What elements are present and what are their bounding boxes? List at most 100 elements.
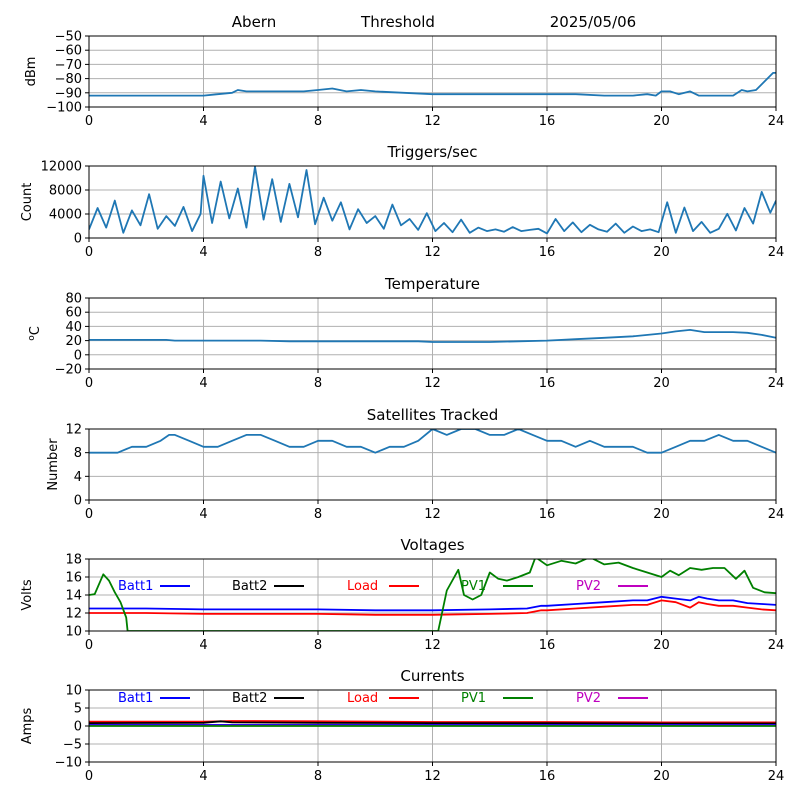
legend-label: Batt2: [232, 691, 267, 706]
header-station: Abern: [232, 13, 276, 31]
y-tick-label: 8000: [49, 184, 82, 199]
x-tick-label: 20: [653, 507, 670, 522]
x-tick-label: 16: [539, 245, 556, 260]
x-tick-label: 24: [768, 638, 785, 653]
series-line-batt1: [89, 595, 776, 612]
x-tick-label: 12: [424, 114, 441, 129]
y-axis-label: dBm: [24, 57, 39, 87]
y-tick-label: 0: [74, 348, 82, 363]
x-tick-label: 12: [424, 245, 441, 260]
x-tick-label: 4: [199, 114, 207, 129]
y-tick-label: −100: [46, 101, 82, 116]
legend-label: Batt1: [118, 691, 153, 706]
y-axis-label-unit: C: [28, 326, 43, 335]
legend-label: Batt1: [118, 579, 153, 594]
y-axis-label: Volts: [20, 579, 35, 611]
x-tick-label: 12: [424, 638, 441, 653]
panel-title: Currents: [400, 667, 464, 685]
y-tick-label: −5: [63, 738, 82, 753]
x-tick-label: 4: [199, 769, 207, 784]
x-tick-label: 0: [85, 376, 93, 391]
x-tick-label: 16: [539, 638, 556, 653]
x-tick-label: 12: [424, 507, 441, 522]
y-axis-label: Amps: [20, 707, 35, 744]
y-tick-label: 18: [65, 553, 82, 568]
y-tick-label: 12: [65, 423, 82, 438]
x-tick-label: 8: [314, 507, 322, 522]
x-tick-label: 20: [653, 638, 670, 653]
series-line-data: [89, 429, 776, 454]
legend-label: PV1: [461, 579, 486, 594]
y-tick-label: −80: [55, 72, 82, 87]
y-tick-label: 10: [65, 625, 82, 640]
y-axis-label-degree: o: [27, 335, 37, 341]
x-tick-label: 16: [539, 376, 556, 391]
x-tick-label: 24: [768, 769, 785, 784]
y-tick-label: 14: [65, 589, 82, 604]
y-tick-label: 8: [74, 446, 82, 461]
y-tick-label: −70: [55, 58, 82, 73]
y-axis-label: Number: [46, 438, 61, 491]
y-tick-label: 40: [65, 320, 82, 335]
series-line-pv1: [89, 559, 776, 631]
legend-label: PV1: [461, 691, 486, 706]
y-tick-label: 12000: [41, 160, 82, 175]
x-tick-label: 24: [768, 507, 785, 522]
y-tick-label: 0: [74, 232, 82, 247]
x-tick-label: 16: [539, 507, 556, 522]
x-tick-label: 0: [85, 114, 93, 129]
x-tick-label: 8: [314, 114, 322, 129]
series-line-batt2: [89, 720, 776, 725]
x-tick-label: 8: [314, 245, 322, 260]
x-tick-label: 20: [653, 769, 670, 784]
x-tick-label: 20: [653, 114, 670, 129]
panel-title: Satellites Tracked: [367, 406, 498, 424]
x-tick-label: 4: [199, 507, 207, 522]
x-tick-label: 4: [199, 376, 207, 391]
legend-label: PV2: [576, 579, 601, 594]
y-tick-label: 12: [65, 607, 82, 622]
x-tick-label: 4: [199, 245, 207, 260]
panel-title: Voltages: [400, 536, 464, 554]
x-tick-label: 4: [199, 638, 207, 653]
legend-label: Load: [347, 691, 378, 706]
x-tick-label: 8: [314, 638, 322, 653]
x-tick-label: 8: [314, 376, 322, 391]
x-tick-label: 16: [539, 114, 556, 129]
y-tick-label: 20: [65, 334, 82, 349]
x-tick-label: 24: [768, 114, 785, 129]
x-tick-label: 20: [653, 245, 670, 260]
series-line-data: [89, 329, 776, 343]
x-tick-label: 0: [85, 638, 93, 653]
panel-title: Triggers/sec: [387, 143, 478, 161]
y-tick-label: −20: [55, 363, 82, 378]
y-tick-label: −60: [55, 44, 82, 59]
header-subtitle: Threshold: [360, 13, 435, 31]
x-tick-label: 0: [85, 507, 93, 522]
y-axis-label: oC: [27, 326, 43, 341]
legend-label: PV2: [576, 691, 601, 706]
header-date: 2025/05/06: [550, 13, 636, 31]
x-tick-label: 12: [424, 769, 441, 784]
x-tick-label: 24: [768, 376, 785, 391]
legend-label: Load: [347, 579, 378, 594]
y-tick-label: 4000: [49, 208, 82, 223]
x-tick-label: 12: [424, 376, 441, 391]
y-tick-label: −10: [55, 756, 82, 771]
y-tick-label: −50: [55, 30, 82, 45]
y-tick-label: 16: [65, 571, 82, 586]
x-tick-label: 0: [85, 769, 93, 784]
y-tick-label: 0: [74, 494, 82, 509]
series-line-data: [89, 166, 776, 235]
x-tick-label: 20: [653, 376, 670, 391]
x-tick-label: 8: [314, 769, 322, 784]
x-tick-label: 0: [85, 245, 93, 260]
y-tick-label: 80: [65, 292, 82, 307]
x-tick-label: 24: [768, 245, 785, 260]
series-line-data: [89, 72, 776, 97]
y-tick-label: 4: [74, 470, 82, 485]
y-axis-label: Count: [20, 183, 35, 222]
panel-title: Temperature: [384, 275, 480, 293]
